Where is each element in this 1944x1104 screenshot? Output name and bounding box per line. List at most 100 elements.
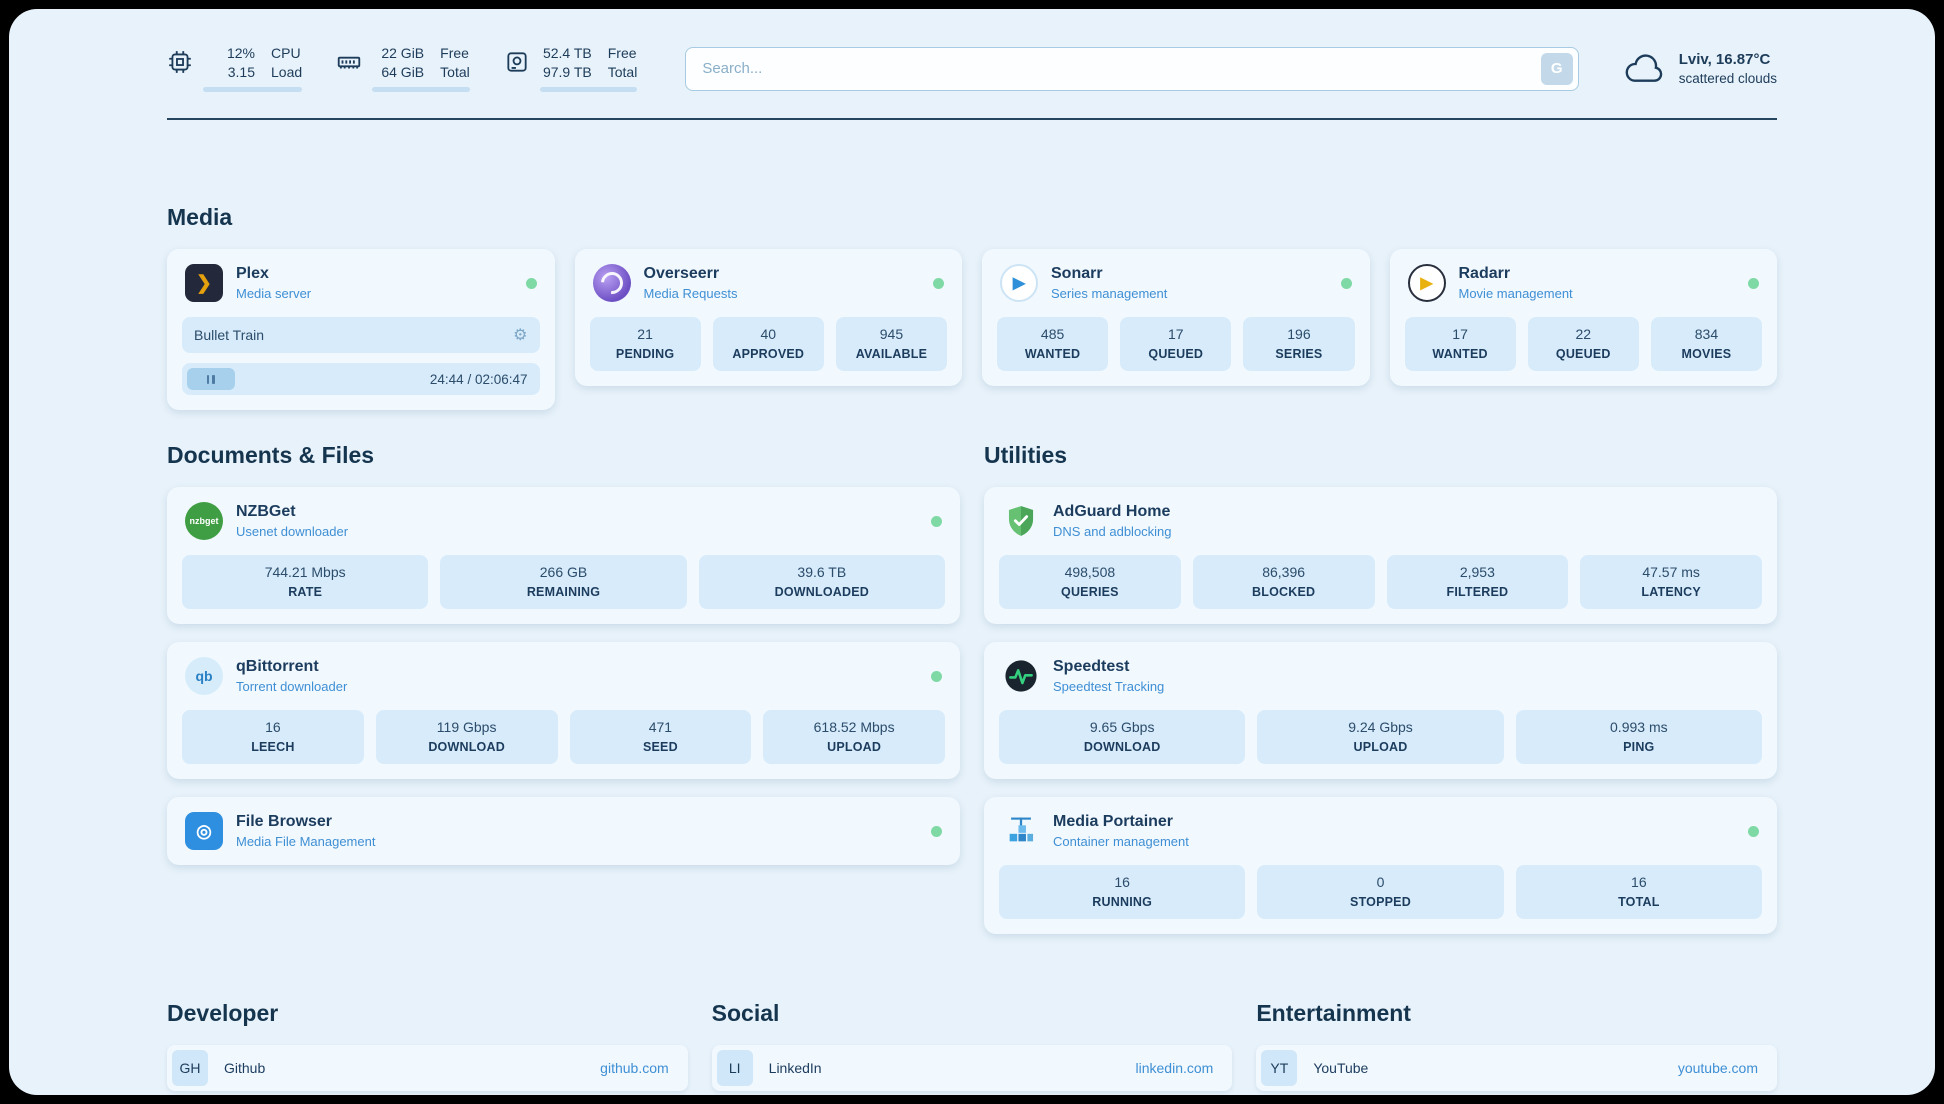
developer-bookmarks: Developer GH Github github.com SO StackO… bbox=[167, 1000, 688, 1095]
qbittorrent-icon: qb bbox=[185, 657, 223, 696]
stat-tile: 47.57 ms LATENCY bbox=[1580, 555, 1762, 610]
stat-tile: 471 SEED bbox=[569, 710, 752, 765]
qbittorrent-subtitle: Torrent downloader bbox=[236, 678, 348, 694]
stat-tile: 40 APPROVED bbox=[712, 317, 824, 372]
plex-played-segment[interactable] bbox=[187, 368, 235, 391]
stat-label: APPROVED bbox=[732, 347, 805, 362]
sonarr-card-header[interactable]: ▶ Sonarr Series management bbox=[982, 249, 1370, 317]
disk-free-value: 52.4 TB bbox=[542, 45, 592, 61]
portainer-card-header[interactable]: Media Portainer Container management bbox=[984, 797, 1777, 865]
filebrowser-name: File Browser bbox=[236, 813, 333, 831]
stat-tile: 744.21 Mbps RATE bbox=[182, 555, 429, 610]
stat-value: 9.65 Gbps bbox=[1089, 719, 1155, 736]
stat-label: REMAINING bbox=[526, 585, 601, 600]
nzbget-card-header[interactable]: nzbget NZBGet Usenet downloader bbox=[167, 487, 960, 555]
stat-value: 471 bbox=[648, 719, 673, 736]
ram-monitor: 22 GiB 64 GiB Free Total bbox=[336, 45, 470, 93]
qbittorrent-status-dot bbox=[931, 670, 942, 682]
cloud-icon bbox=[1623, 52, 1667, 86]
bookmark-github[interactable]: GH Github github.com bbox=[167, 1045, 688, 1092]
sonarr-subtitle: Series management bbox=[1051, 285, 1168, 301]
stat-value: 17 bbox=[1452, 326, 1468, 343]
sonarr-card: ▶ Sonarr Series management 485 WANTED bbox=[982, 249, 1370, 387]
filebrowser-card: ◎ File Browser Media File Management bbox=[167, 797, 960, 866]
overseerr-name: Overseerr bbox=[643, 265, 720, 283]
stat-tile: 618.52 Mbps UPLOAD bbox=[763, 710, 945, 765]
stat-label: QUEUED bbox=[1555, 347, 1611, 362]
stat-label: AVAILABLE bbox=[855, 347, 928, 362]
filebrowser-card-header[interactable]: ◎ File Browser Media File Management bbox=[167, 797, 960, 865]
search-provider-button[interactable]: G bbox=[1540, 52, 1573, 85]
stat-label: BLOCKED bbox=[1252, 585, 1316, 600]
stat-tile: 22 QUEUED bbox=[1527, 317, 1639, 372]
stat-value: 17 bbox=[1167, 326, 1184, 343]
stat-label: QUERIES bbox=[1061, 585, 1119, 600]
stat-tile: 0 STOPPED bbox=[1257, 865, 1504, 920]
adguard-shield-icon bbox=[1002, 502, 1040, 540]
bookmark-youtube[interactable]: YT YouTube youtube.com bbox=[1256, 1045, 1777, 1092]
portainer-name: Media Portainer bbox=[1053, 813, 1174, 831]
stat-value: 2,953 bbox=[1459, 564, 1495, 581]
stat-value: 21 bbox=[637, 326, 653, 343]
stat-label: PENDING bbox=[615, 347, 675, 362]
stat-value: 485 bbox=[1040, 326, 1065, 343]
cpu-label: CPU bbox=[271, 45, 301, 61]
cpu-load-label: Load bbox=[271, 64, 303, 81]
ram-progress-bar bbox=[372, 87, 470, 93]
stat-label: SERIES bbox=[1275, 347, 1323, 362]
radarr-name: Radarr bbox=[1458, 265, 1511, 283]
utilities-section: Utilities AdGuard Home DNS and adblockin… bbox=[984, 442, 1777, 935]
gear-icon[interactable]: ⚙ bbox=[513, 327, 528, 345]
stat-value: 618.52 Mbps bbox=[813, 719, 895, 736]
ram-free-value: 22 GiB bbox=[381, 45, 425, 61]
radarr-status-dot bbox=[1748, 277, 1759, 289]
bookmark-name: Github bbox=[224, 1060, 266, 1077]
bookmark-linkedin[interactable]: LI LinkedIn linkedin.com bbox=[711, 1045, 1233, 1092]
plex-subtitle: Media server bbox=[236, 285, 312, 301]
stat-label: DOWNLOAD bbox=[428, 740, 505, 755]
pause-icon bbox=[212, 374, 215, 384]
stat-value: 9.24 Gbps bbox=[1348, 719, 1413, 736]
search-bar: G bbox=[685, 46, 1579, 91]
search-input[interactable] bbox=[685, 46, 1579, 91]
utilities-heading: Utilities bbox=[984, 442, 1068, 469]
qbittorrent-card-header[interactable]: qb qBittorrent Torrent downloader bbox=[167, 642, 960, 710]
overseerr-card-header[interactable]: Overseerr Media Requests bbox=[575, 249, 963, 317]
radarr-icon: ▶ bbox=[1407, 264, 1446, 303]
plex-icon: ❯ bbox=[185, 264, 223, 303]
stat-label: UPLOAD bbox=[1353, 740, 1408, 755]
filebrowser-icon: ◎ bbox=[185, 812, 223, 851]
radarr-card-header[interactable]: ▶ Radarr Movie management bbox=[1390, 249, 1778, 317]
stat-label: RATE bbox=[288, 585, 323, 600]
stat-tile: 0.993 ms PING bbox=[1515, 710, 1762, 765]
nzbget-name: NZBGet bbox=[236, 503, 296, 521]
speedtest-card-header[interactable]: Speedtest Speedtest Tracking bbox=[984, 642, 1777, 710]
overseerr-card: Overseerr Media Requests 21 PENDING 40 A… bbox=[574, 249, 963, 387]
bookmark-url[interactable]: linkedin.com bbox=[1135, 1060, 1214, 1077]
disk-total-value: 97.9 TB bbox=[542, 64, 592, 81]
plex-seek-bar[interactable]: 24:44 / 02:06:47 bbox=[182, 363, 540, 396]
weather-widget: Lviv, 16.87°C scattered clouds bbox=[1623, 51, 1777, 86]
stat-tile: 834 MOVIES bbox=[1650, 317, 1763, 372]
disk-monitor: 52.4 TB 97.9 TB Free Total bbox=[504, 45, 638, 93]
stat-label: LATENCY bbox=[1641, 585, 1701, 600]
stat-tile: 9.65 Gbps DOWNLOAD bbox=[999, 710, 1246, 765]
stat-tile: 2,953 FILTERED bbox=[1386, 555, 1569, 610]
radarr-card: ▶ Radarr Movie management 17 WANTED bbox=[1389, 249, 1778, 387]
stat-label: DOWNLOAD bbox=[1083, 740, 1161, 755]
stat-tile: 86,396 BLOCKED bbox=[1192, 555, 1375, 610]
developer-heading: Developer bbox=[167, 1000, 279, 1027]
stat-value: 16 bbox=[1631, 874, 1647, 891]
bookmark-url[interactable]: github.com bbox=[600, 1060, 669, 1077]
entertainment-heading: Entertainment bbox=[1256, 1000, 1411, 1027]
bookmark-url[interactable]: youtube.com bbox=[1677, 1060, 1758, 1077]
adguard-card-header[interactable]: AdGuard Home DNS and adblocking bbox=[984, 487, 1777, 555]
portainer-crane-icon bbox=[1002, 812, 1040, 850]
stat-tile: 21 PENDING bbox=[589, 317, 701, 372]
speedtest-pulse-icon bbox=[1002, 657, 1040, 695]
plex-card-header[interactable]: ❯ Plex Media server bbox=[167, 249, 555, 317]
stat-value: 945 bbox=[879, 326, 904, 343]
cpu-progress-bar bbox=[203, 87, 303, 93]
media-section: Media ❯ Plex Media server Bullet Train bbox=[167, 204, 1778, 411]
disk-icon bbox=[504, 49, 530, 75]
